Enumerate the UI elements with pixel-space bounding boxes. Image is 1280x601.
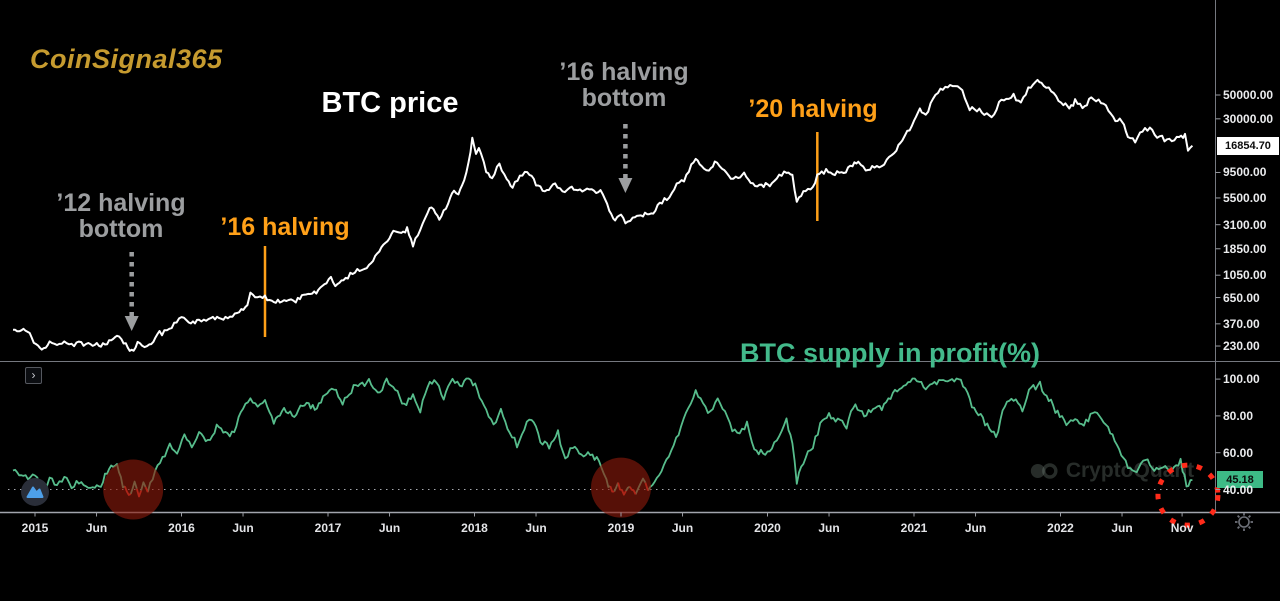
time-axis-label: Jun [525,521,547,535]
annotation-12-halving-bottom: ’12 halving bottom [56,189,186,243]
supply-axis-label: 80.00 [1223,408,1254,423]
price-axis-label: 5500.00 [1223,190,1267,205]
time-axis-label: 2016 [168,521,195,535]
pane-source-logo[interactable] [21,478,49,506]
time-axis-label: 2020 [754,521,781,535]
time-axis-label: 2017 [314,521,342,535]
time-axis-label: 2015 [21,521,49,535]
time-axis-label: 2021 [900,521,928,535]
supply-axis-label: 60.00 [1223,445,1254,460]
supply-axis-label: 40.00 [1223,482,1254,497]
annotation-16-halving: ’16 halving [220,213,350,241]
price-axis-label: 370.00 [1223,316,1260,331]
time-axis-label: Jun [378,521,401,535]
time-axis-label: Jun [1111,521,1133,535]
mountain-chart-icon [26,486,44,498]
watermark-text: CryptoQuant [1065,459,1195,482]
annotation-20-halving: ’20 halving [748,95,878,123]
price-axis-label: 30000.00 [1223,111,1274,126]
time-axis-label: Jun [232,521,254,535]
cryptoquant-watermark: CryptoQuant [1030,459,1194,483]
price-axis-label: 9500.00 [1223,165,1267,180]
last-price-badge: 16854.70 [1217,136,1279,155]
time-axis-label: Jun [818,521,840,535]
time-axis-label: Nov [1170,521,1194,535]
price-axis-label: 3100.00 [1223,217,1267,232]
time-axis-label: 2018 [461,521,488,535]
time-axis-label: 2019 [607,521,635,535]
price-axis-label: 230.00 [1223,339,1260,354]
time-axis-label: Jun [964,521,987,535]
pane-collapse-button[interactable]: › [25,367,42,384]
last-supply-value-badge: 45.18 [1217,471,1263,489]
brand-logo: CoinSignal365 [30,44,223,74]
price-axis-label: 1850.00 [1223,241,1267,256]
time-axis-label: 2022 [1047,521,1074,535]
annotation-16-halving-bottom: ’16 halving bottom [559,58,689,112]
time-axis-label: Jun [85,521,108,535]
price-series-title: BTC price [321,86,459,119]
settings-gear-icon[interactable] [1233,511,1255,533]
supply-axis-label: 100.00 [1223,372,1260,387]
supply-series-title: BTC supply in profit(%) [740,337,1040,368]
price-axis-label: 50000.00 [1223,88,1274,102]
price-axis-label: 1050.00 [1223,268,1267,283]
time-axis-label: Jun [671,521,694,535]
price-axis-label: 650.00 [1223,290,1260,305]
cryptoquant-logo-icon [1030,463,1058,479]
